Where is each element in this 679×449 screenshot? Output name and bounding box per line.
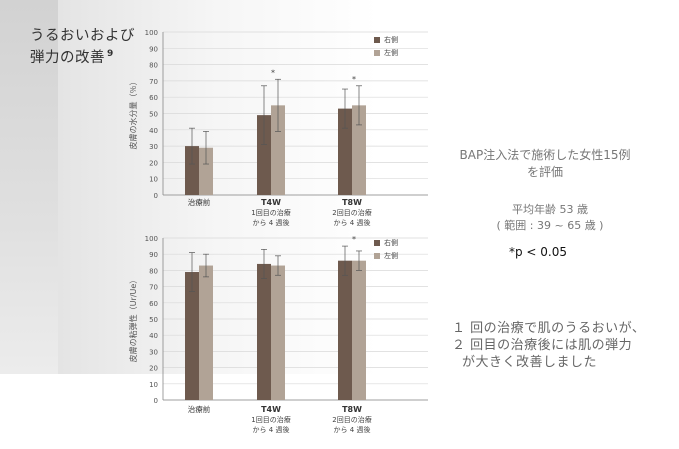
legend-label: 右側 bbox=[384, 238, 398, 247]
y-tick-label: 10 bbox=[149, 381, 158, 389]
title-line-1: うるおいおよび bbox=[30, 28, 135, 44]
legend-label: 左側 bbox=[384, 251, 398, 260]
age-description: 平均年齢 53 歳 ( 範囲 : 39 ~ 65 歳 ) bbox=[460, 202, 640, 234]
bar bbox=[257, 263, 271, 400]
category-sublabel: 1回目の治療 bbox=[251, 415, 290, 424]
bar bbox=[352, 105, 366, 195]
legend-label: 右側 bbox=[384, 35, 398, 44]
reference-number: 9 bbox=[107, 49, 114, 59]
y-tick-label: 70 bbox=[149, 284, 158, 292]
p-value-note: *p < 0.05 bbox=[509, 245, 568, 259]
category-label: T4W bbox=[261, 198, 281, 207]
legend-label: 左側 bbox=[384, 48, 398, 57]
bar bbox=[338, 260, 352, 400]
bar bbox=[199, 265, 213, 400]
study-line-1: BAP注入法で施術した女性15例 bbox=[459, 148, 631, 162]
age-line-1: 平均年齢 53 歳 bbox=[512, 203, 588, 216]
category-label: 治療前 bbox=[188, 404, 211, 414]
legend-swatch bbox=[374, 37, 380, 43]
category-sublabel: から 4 週後 bbox=[253, 218, 290, 227]
category-label: 治療前 bbox=[188, 197, 211, 207]
significance-marker: * bbox=[352, 235, 356, 244]
y-tick-label: 10 bbox=[149, 176, 158, 184]
title-line-2: 弾力の改善 bbox=[30, 49, 105, 66]
y-axis-label: 皮膚の粘弾性（Ur/Ue） bbox=[128, 276, 138, 363]
category-sublabel: 1回目の治療 bbox=[251, 208, 290, 217]
category-label: T8W bbox=[342, 198, 362, 207]
y-tick-label: 90 bbox=[149, 251, 158, 259]
y-tick-label: 80 bbox=[149, 267, 158, 275]
significance-marker: * bbox=[352, 75, 356, 84]
bar bbox=[271, 105, 285, 195]
y-tick-label: 40 bbox=[149, 127, 158, 135]
conclusion-line-2: ２ 回目の治療後には肌の弾力 bbox=[452, 338, 633, 353]
category-sublabel: から 4 週後 bbox=[334, 218, 371, 227]
bar bbox=[185, 272, 199, 400]
y-axis-label: 皮膚の水分量（％） bbox=[128, 78, 138, 150]
category-label: T8W bbox=[342, 405, 362, 414]
y-tick-label: 0 bbox=[154, 192, 158, 200]
bar bbox=[271, 265, 285, 400]
category-sublabel: から 4 週後 bbox=[253, 425, 290, 434]
y-tick-label: 60 bbox=[149, 94, 158, 102]
category-sublabel: から 4 週後 bbox=[334, 425, 371, 434]
bar bbox=[338, 108, 352, 195]
y-tick-label: 100 bbox=[145, 29, 158, 37]
conclusion-line-1: １ 回の治療で肌のうるおいが、 bbox=[452, 321, 646, 336]
y-tick-label: 100 bbox=[145, 235, 158, 243]
significance-marker: * bbox=[271, 68, 275, 77]
category-sublabel: 2回目の治療 bbox=[332, 208, 371, 217]
y-tick-label: 20 bbox=[149, 159, 158, 167]
legend-swatch bbox=[374, 50, 380, 56]
category-label: T4W bbox=[261, 405, 281, 414]
study-line-2: を評価 bbox=[526, 165, 563, 179]
y-tick-label: 0 bbox=[154, 397, 158, 405]
y-tick-label: 60 bbox=[149, 300, 158, 308]
y-tick-label: 40 bbox=[149, 332, 158, 340]
conclusion-text: １ 回の治療で肌のうるおいが、 ２ 回目の治療後には肌の弾力 が大きく改善しまし… bbox=[452, 320, 645, 371]
bar bbox=[199, 147, 213, 195]
y-tick-label: 90 bbox=[149, 45, 158, 53]
y-tick-label: 80 bbox=[149, 62, 158, 70]
y-tick-label: 50 bbox=[149, 316, 158, 324]
y-tick-label: 20 bbox=[149, 365, 158, 373]
study-description: BAP注入法で施術した女性15例 を評価 bbox=[440, 146, 650, 180]
y-tick-label: 70 bbox=[149, 78, 158, 86]
legend-swatch bbox=[374, 253, 380, 259]
legend-swatch bbox=[374, 240, 380, 246]
y-tick-label: 30 bbox=[149, 143, 158, 151]
y-tick-label: 30 bbox=[149, 348, 158, 356]
bar bbox=[352, 260, 366, 400]
age-line-2: ( 範囲 : 39 ~ 65 歳 ) bbox=[496, 219, 604, 232]
background-shade bbox=[0, 0, 58, 374]
category-sublabel: 2回目の治療 bbox=[332, 415, 371, 424]
bar bbox=[185, 146, 199, 195]
page-title: うるおいおよび 弾力の改善 9 bbox=[30, 27, 135, 67]
conclusion-line-3: が大きく改善しました bbox=[462, 355, 598, 370]
bar bbox=[257, 115, 271, 195]
y-tick-label: 50 bbox=[149, 111, 158, 119]
